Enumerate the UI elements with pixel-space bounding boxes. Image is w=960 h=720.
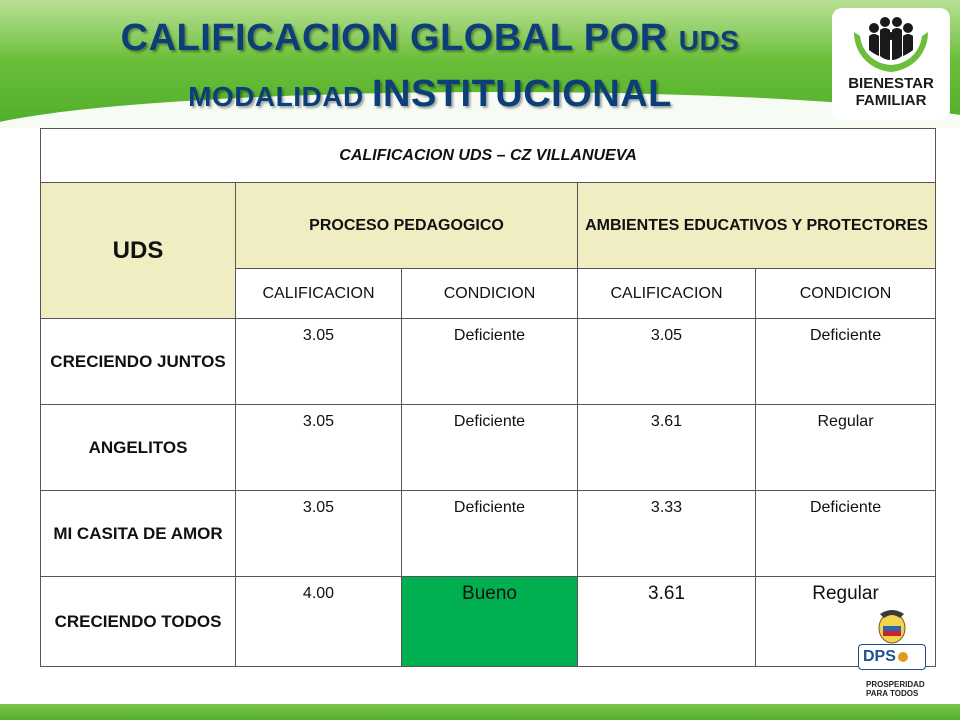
- table-row: ANGELITOS 3.05 Deficiente 3.61 Regular: [40, 404, 937, 491]
- pp-condition-good: Bueno: [401, 576, 578, 667]
- group-header-ambientes: AMBIENTES EDUCATIVOS Y PROTECTORES: [576, 182, 937, 269]
- page-title: CALIFICACION GLOBAL POR UDS MODALIDAD IN…: [0, 14, 860, 126]
- ae-condition: Regular: [754, 404, 937, 491]
- ae-score: 3.05: [577, 318, 756, 405]
- dps-logo: DPS: [858, 644, 926, 670]
- ae-condition: Deficiente: [754, 490, 937, 577]
- dps-dot-icon: [897, 651, 908, 662]
- prosperidad-logo: PROSPERIDAD PARA TODOS: [866, 680, 946, 698]
- pp-condition: Deficiente: [401, 318, 578, 405]
- uds-name: CRECIENDO JUNTOS: [40, 318, 236, 405]
- pp-score: 3.05: [235, 404, 402, 491]
- title-line2: MODALIDAD INSTITUCIONAL: [0, 70, 860, 126]
- table-caption-row: CALIFICACION UDS – CZ VILLANUEVA: [39, 128, 937, 183]
- prosperidad-line1: PROSPERIDAD: [866, 680, 925, 689]
- pp-condition: Deficiente: [401, 490, 578, 577]
- uds-name: MI CASITA DE AMOR: [40, 490, 236, 577]
- title-line2-small: MODALIDAD: [188, 81, 372, 112]
- uds-name: CRECIENDO TODOS: [40, 576, 236, 667]
- prosperidad-line2: PARA TODOS: [866, 689, 919, 698]
- header-band: [0, 0, 960, 128]
- bottom-green-band: [0, 704, 960, 720]
- ae-condition: Deficiente: [754, 318, 937, 405]
- table-group-header-row: UDS PROCESO PEDAGOGICO AMBIENTES EDUCATI…: [40, 182, 937, 319]
- uds-rating-table: CALIFICACION UDS – CZ VILLANUEVA UDS PRO…: [39, 128, 937, 667]
- uds-header: UDS: [40, 182, 236, 319]
- table-row: CRECIENDO JUNTOS 3.05 Deficiente 3.05 De…: [40, 318, 937, 405]
- subheader-ae-condicion: CONDICION: [754, 268, 937, 319]
- table-row: MI CASITA DE AMOR 3.05 Deficiente 3.33 D…: [40, 490, 937, 577]
- header-shine: [0, 0, 960, 60]
- ae-score: 3.61: [577, 404, 756, 491]
- pp-score: 3.05: [235, 318, 402, 405]
- pp-condition: Deficiente: [401, 404, 578, 491]
- group-header-pedagogico: PROCESO PEDAGOGICO: [235, 182, 578, 269]
- table-caption: CALIFICACION UDS – CZ VILLANUEVA: [39, 128, 937, 183]
- subheader-ae-calificacion: CALIFICACION: [577, 268, 756, 319]
- title-line2-big: INSTITUCIONAL: [371, 73, 672, 115]
- dps-text: DPS: [863, 648, 896, 665]
- subheader-pp-condicion: CONDICION: [401, 268, 578, 319]
- colombia-crest-icon: [878, 610, 906, 644]
- subheader-pp-calificacion: CALIFICACION: [235, 268, 402, 319]
- family-hands-icon: [854, 17, 928, 72]
- pp-score: 3.05: [235, 490, 402, 577]
- logo-text-line1: BIENESTAR: [848, 75, 934, 92]
- title-line1-big: CALIFICACION GLOBAL POR: [120, 17, 679, 59]
- uds-name: ANGELITOS: [40, 404, 236, 491]
- table-subheader-row: CALIFICACION CONDICION CALIFICACION COND…: [41, 268, 937, 319]
- table-row: CRECIENDO TODOS 4.00 Bueno 3.61 Regular: [40, 576, 937, 667]
- ae-score: 3.33: [577, 490, 756, 577]
- bienestar-familiar-logo: BIENESTAR FAMILIAR: [832, 8, 950, 120]
- ae-score: 3.61: [577, 576, 756, 667]
- pp-score: 4.00: [235, 576, 402, 667]
- title-line1-small: UDS: [678, 25, 740, 56]
- logo-text-line2: FAMILIAR: [855, 92, 927, 109]
